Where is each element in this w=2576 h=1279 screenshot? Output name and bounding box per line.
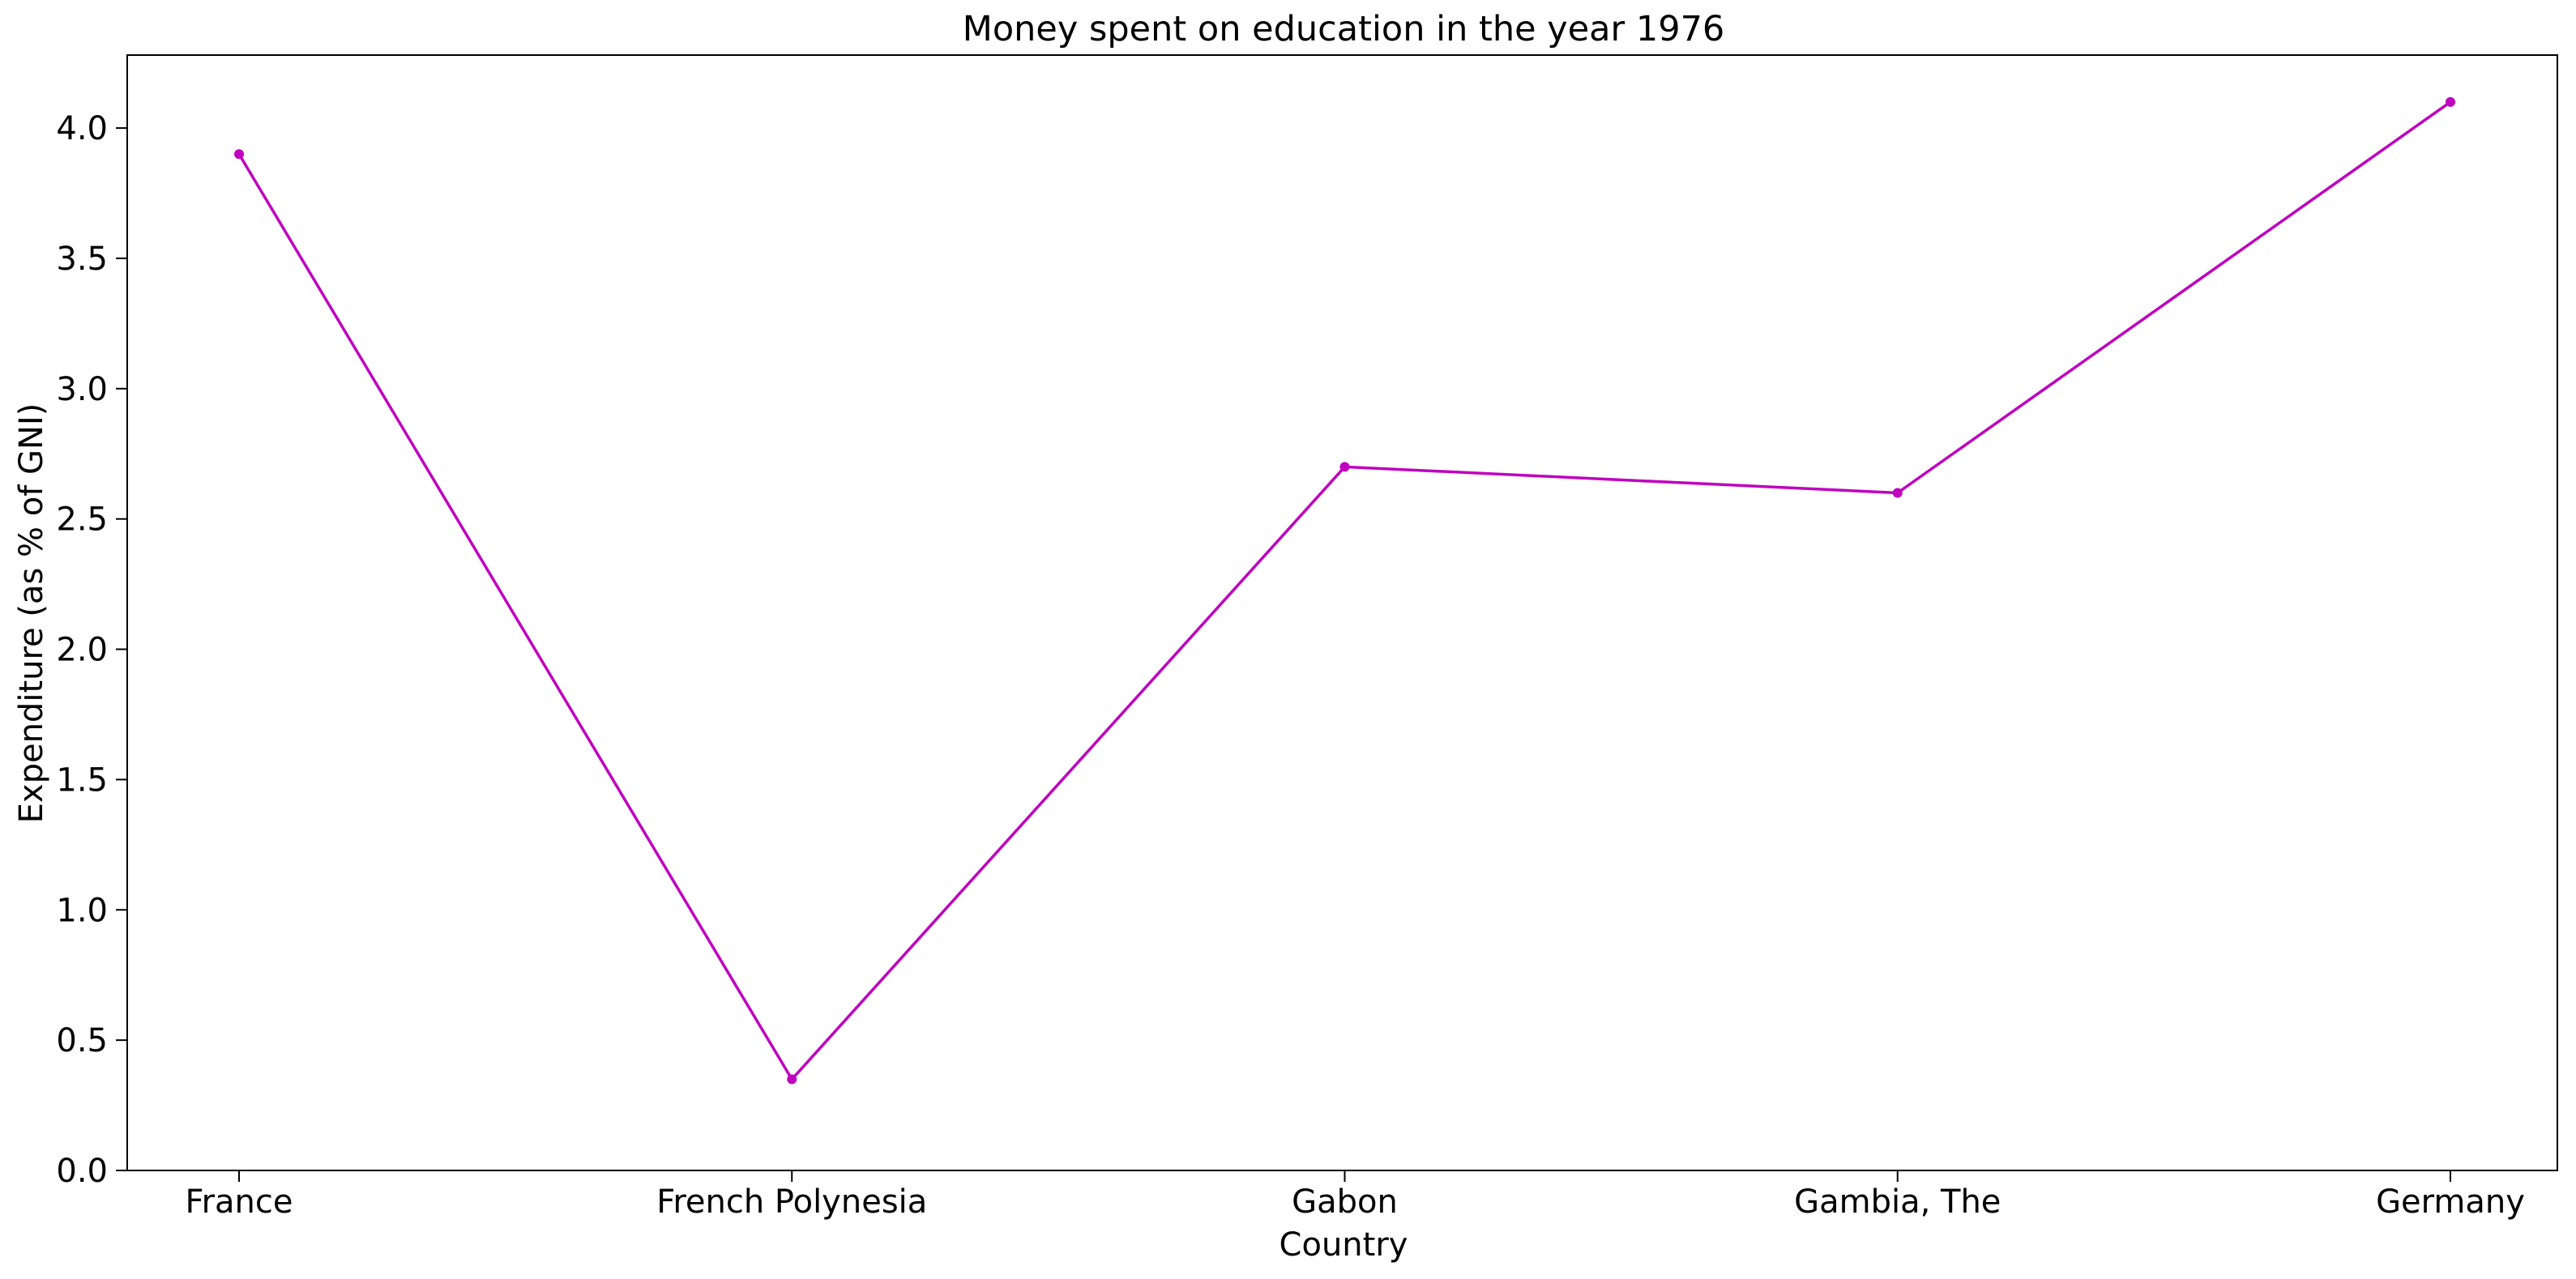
- y-axis: 0.0 0.5 1.0 1.5 2.0 2.5 3.0 3.5 4.0: [56, 110, 127, 1190]
- series-layer: [234, 96, 2455, 1085]
- y-tick-label: 3.5: [56, 241, 108, 278]
- x-tick-label: Gambia, The: [1794, 1183, 2001, 1221]
- data-point: [1892, 488, 1903, 498]
- y-tick-label: 4.0: [56, 110, 108, 147]
- y-tick-label: 0.5: [56, 1022, 108, 1059]
- data-point: [2446, 96, 2455, 107]
- series-line: [237, 100, 2452, 1081]
- plot-frame: [126, 54, 2558, 1171]
- x-tick-label: French Polynesia: [656, 1183, 927, 1221]
- chart-title: Money spent on education in the year 197…: [963, 9, 1725, 49]
- y-tick-label: 2.0: [56, 632, 108, 669]
- y-tick-label: 0.0: [56, 1153, 108, 1190]
- data-point: [234, 149, 244, 160]
- y-tick-label: 1.5: [56, 761, 108, 799]
- data-point: [1339, 462, 1350, 472]
- x-axis-title: Country: [1279, 1226, 1408, 1264]
- x-tick-label: Gabon: [1292, 1183, 1398, 1221]
- x-axis: France French Polynesia Gabon Gambia, The Ge…: [185, 1170, 2525, 1221]
- x-tick-label: France: [185, 1183, 293, 1221]
- data-point: [787, 1074, 797, 1085]
- x-tick-label: Germany: [2376, 1183, 2525, 1221]
- y-tick-label: 1.0: [56, 892, 108, 929]
- plot-area: [126, 54, 2558, 1171]
- y-axis-title: Expenditure (as % of GNI): [13, 403, 50, 824]
- y-tick-label: 2.5: [56, 501, 108, 539]
- y-tick-label: 3.0: [56, 371, 108, 408]
